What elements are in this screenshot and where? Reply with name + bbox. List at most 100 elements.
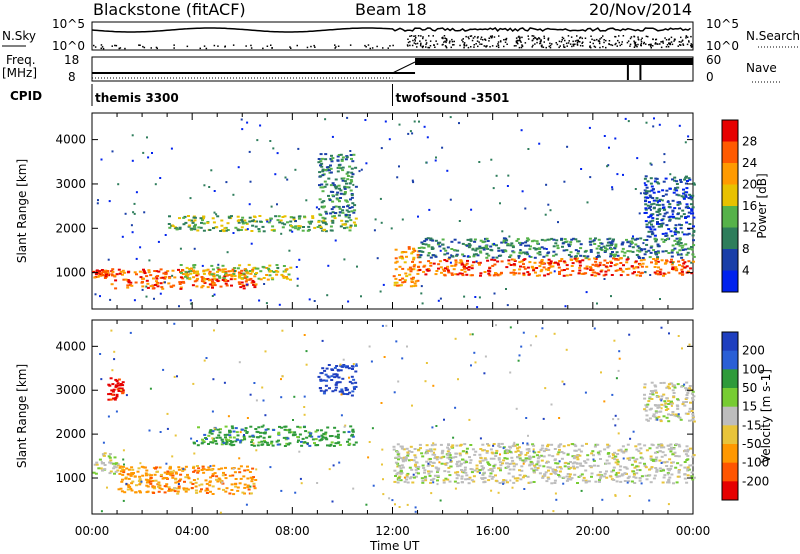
cell — [572, 237, 576, 240]
noise-cell — [421, 302, 424, 305]
cell — [427, 245, 431, 248]
cell — [111, 270, 115, 273]
cell — [440, 271, 443, 274]
cell — [93, 276, 97, 279]
nsearch-point — [564, 46, 566, 48]
nsearch-point — [577, 39, 580, 42]
nsearch-point — [422, 37, 424, 40]
colorbar-swatch — [722, 406, 738, 426]
cell — [657, 251, 660, 254]
cell — [256, 431, 260, 434]
noise-cell — [111, 150, 114, 153]
noise-cell — [395, 340, 398, 343]
cell — [679, 224, 683, 227]
cell — [610, 261, 613, 264]
noise-cell — [612, 418, 615, 421]
cell — [691, 194, 695, 197]
nsearch-point — [289, 46, 291, 48]
cell — [330, 368, 334, 371]
cell — [348, 207, 352, 209]
cell — [686, 454, 690, 457]
cell — [543, 239, 547, 242]
nsearch-point — [686, 36, 689, 38]
cell — [329, 164, 332, 167]
nsearch-point — [536, 41, 538, 44]
cell — [598, 264, 602, 267]
cell — [182, 223, 186, 226]
nsearch-point — [551, 43, 553, 45]
nsearch-point — [634, 45, 636, 47]
cell — [433, 443, 437, 446]
cell — [680, 256, 684, 259]
nsearch-point — [443, 35, 446, 37]
noise-cell — [370, 360, 373, 363]
cell — [421, 250, 425, 253]
cell — [351, 428, 355, 431]
cell — [354, 364, 358, 367]
colorbar-swatch — [722, 206, 738, 228]
cell — [667, 481, 671, 484]
nsearch-point — [444, 37, 446, 39]
cell — [670, 473, 674, 476]
noise-cell — [246, 121, 249, 124]
cell — [322, 392, 326, 395]
cell — [671, 268, 675, 270]
cell — [201, 219, 204, 222]
cell — [451, 456, 455, 459]
cell — [251, 268, 255, 271]
cell — [398, 256, 402, 259]
cell — [540, 246, 544, 249]
cell — [670, 255, 674, 258]
nsearch-point — [599, 38, 601, 40]
nsearch-point — [416, 42, 419, 45]
nsearch-point — [411, 44, 414, 47]
cell — [135, 273, 138, 276]
cell — [121, 391, 125, 394]
cell — [494, 272, 497, 274]
cell — [533, 256, 537, 259]
noise-cell — [182, 468, 185, 470]
cell — [97, 271, 101, 274]
cell — [122, 469, 126, 472]
cell — [346, 171, 350, 174]
cell — [446, 265, 450, 268]
feature-2 — [179, 263, 293, 282]
cell — [679, 464, 683, 467]
cell — [211, 286, 214, 289]
cell — [652, 389, 656, 392]
cell — [667, 216, 671, 219]
nsearch-point — [445, 38, 448, 40]
cell — [262, 277, 266, 279]
noise-cell — [303, 406, 306, 408]
cell — [618, 257, 622, 260]
noise-cell — [110, 461, 113, 464]
cell — [620, 242, 624, 245]
cell — [285, 429, 289, 432]
cell — [289, 278, 292, 281]
noise-cell — [358, 170, 361, 173]
cell — [185, 276, 189, 278]
cell — [158, 484, 162, 487]
cell — [682, 213, 686, 216]
cell — [676, 253, 680, 256]
noise-cell — [339, 363, 342, 366]
cell — [689, 447, 693, 450]
feature-3 — [317, 364, 358, 397]
cell — [580, 272, 584, 275]
cell — [353, 387, 356, 390]
cell — [192, 441, 196, 444]
noise-cell — [142, 151, 145, 154]
cell — [470, 264, 474, 267]
cell — [577, 250, 580, 253]
cell — [126, 484, 130, 487]
cell — [489, 457, 493, 460]
cell — [598, 261, 602, 264]
noise-cell — [450, 254, 453, 257]
power-data — [92, 116, 696, 309]
cell — [291, 226, 295, 229]
cell — [405, 275, 409, 278]
nsearch-point — [540, 45, 543, 47]
cell — [678, 207, 681, 210]
noise-cell — [523, 488, 526, 490]
